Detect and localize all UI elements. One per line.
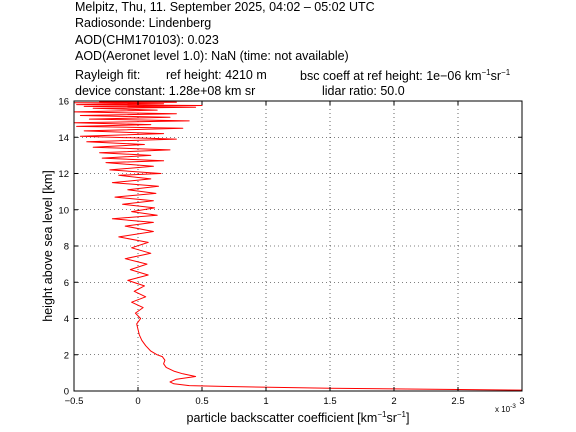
x-tick-label: 1.5 (323, 396, 336, 407)
y-tick-label: 0 (64, 387, 69, 398)
x-tick-label: 0 (135, 396, 140, 407)
x-tick-label: −0.5 (65, 396, 84, 407)
x-axis-exponent: x 10-3 (495, 403, 516, 414)
x-tick-label: 3 (519, 396, 524, 407)
rayleigh-fit-label: Rayleigh fit: (75, 68, 141, 82)
ref-height: ref height: 4210 m (166, 68, 267, 82)
device-constant: device constant: 1.28e+08 km sr (75, 84, 256, 98)
bsc-coeff: bsc coeff at ref height: 1e−06 km−1sr−1 (300, 68, 511, 84)
title-location-time: Melpitz, Thu, 11. September 2025, 04:02 … (75, 0, 375, 14)
y-tick-label: 8 (64, 242, 69, 253)
y-tick-label: 14 (58, 133, 69, 144)
lidar-ratio: lidar ratio: 50.0 (322, 84, 405, 98)
y-axis-label: height above sea level [km] (41, 170, 55, 321)
profile-line-0 (73, 100, 523, 391)
y-tick-label: 16 (58, 97, 69, 108)
x-tick-label: 0.5 (195, 396, 208, 407)
y-tick-label: 2 (64, 350, 69, 361)
y-tick-label: 12 (58, 169, 69, 180)
x-axis-label: particle backscatter coefficient [km−1sr… (187, 410, 410, 425)
x-tick-label: 2.5 (451, 396, 464, 407)
y-tick-label: 10 (58, 205, 69, 216)
title-aod-aeronet: AOD(Aeronet level 1.0): NaN (time: not a… (75, 49, 349, 63)
y-tick-label: 6 (64, 278, 69, 289)
title-aod-chm: AOD(CHM170103): 0.023 (75, 33, 219, 47)
title-radiosonde: Radiosonde: Lindenberg (75, 16, 212, 30)
x-tick-label: 2 (391, 396, 396, 407)
backscatter-profile-series (73, 100, 523, 391)
y-tick-label: 4 (64, 314, 69, 325)
bsc-coeff-text: bsc coeff at ref height: 1e−06 km (300, 69, 482, 84)
x-tick-label: 1 (263, 396, 268, 407)
